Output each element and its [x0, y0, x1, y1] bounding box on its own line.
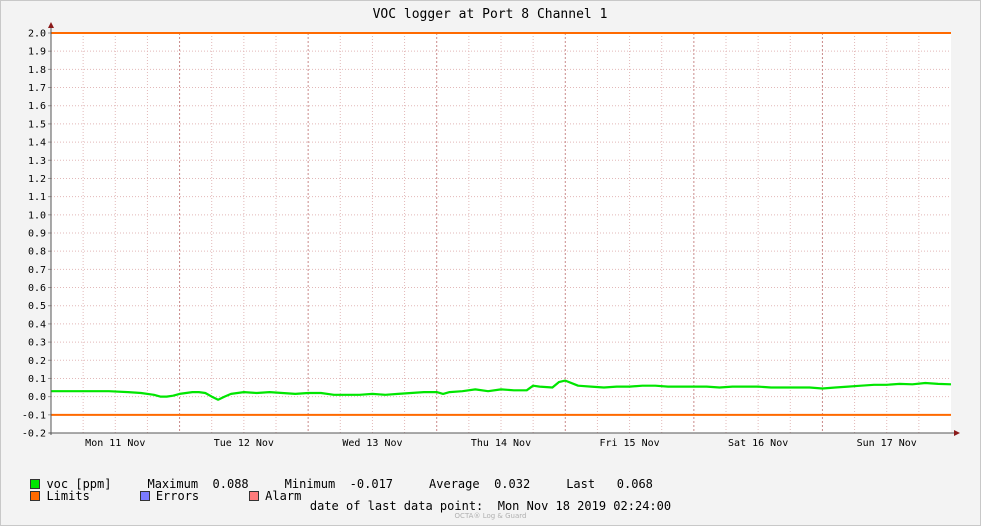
- legend-errors-label: Errors: [155, 489, 200, 503]
- alarm-swatch-icon: [249, 491, 260, 501]
- legend-max: Maximum 0.088: [147, 477, 248, 491]
- y-tick-label: 0.4: [28, 319, 46, 330]
- y-tick-label: 0.5: [28, 301, 46, 312]
- y-tick-label: 1.8: [28, 65, 46, 76]
- y-axis-arrow-icon: [48, 22, 54, 28]
- legend-min-label: Minimum: [284, 477, 336, 491]
- x-day-label: Tue 12 Nov: [214, 438, 274, 449]
- y-tick-label: 0.2: [28, 356, 46, 367]
- x-day-label: Wed 13 Nov: [342, 438, 402, 449]
- x-day-label: Sat 16 Nov: [728, 438, 788, 449]
- y-tick-label: 1.2: [28, 174, 46, 185]
- legend-alarm-label: Alarm: [265, 489, 302, 503]
- x-day-label: Thu 14 Nov: [471, 438, 531, 449]
- y-tick-label: 1.5: [28, 119, 46, 130]
- y-tick-label: 0.7: [28, 265, 46, 276]
- legend-limits-label: Limits: [46, 489, 90, 503]
- legend-row-status: Limits Errors Alarm: [16, 475, 317, 503]
- legend-max-label: Maximum: [147, 477, 199, 491]
- y-tick-label: 0.1: [28, 374, 46, 385]
- legend-last-label: Last: [566, 477, 596, 491]
- legend-min: Minimum -0.017: [285, 477, 393, 491]
- voc-swatch-icon: [30, 479, 41, 489]
- voc-chart: VOC logger at Port 8 Channel 1 -0.2 -0.1 0.…: [22, 7, 960, 449]
- y-tick-label: 1.0: [28, 210, 46, 221]
- y-tick-label: 0.9: [28, 229, 46, 240]
- legend-limits: Limits: [30, 489, 90, 503]
- y-tick-label: 1.1: [28, 192, 46, 203]
- errors-swatch-icon: [139, 491, 150, 501]
- y-tick-label: 1.9: [28, 47, 46, 58]
- legend-avg-value: 0.032: [494, 477, 531, 491]
- legend-voc-label: voc [ppm]: [46, 477, 112, 491]
- y-tick-label: 0.3: [28, 338, 46, 349]
- y-tick-label: -0.1: [22, 410, 46, 421]
- legend-errors: Errors: [139, 489, 200, 503]
- legend-min-value: -0.017: [349, 477, 394, 491]
- y-tick-label: 1.3: [28, 156, 46, 167]
- legend-last-value: 0.068: [616, 477, 653, 491]
- y-tick-label: 0.8: [28, 247, 46, 258]
- y-tick-label: 1.4: [28, 138, 46, 149]
- x-day-label: Sun 17 Nov: [857, 438, 917, 449]
- legend-max-value: 0.088: [212, 477, 249, 491]
- legend-alarm: Alarm: [249, 489, 301, 503]
- y-tick-label: 1.7: [28, 83, 46, 94]
- y-tick-label: 1.6: [28, 101, 46, 112]
- limits-swatch-icon: [30, 491, 41, 501]
- y-tick-label: -0.2: [22, 429, 46, 440]
- last-data-point: date of last data point: Mon Nov 18 2019…: [309, 499, 672, 513]
- x-day-label: Mon 11 Nov: [85, 438, 145, 449]
- series-line-voc: [51, 379, 952, 401]
- legend-last: Last 0.068: [566, 477, 653, 491]
- y-tick-label: 0.6: [28, 283, 46, 294]
- legend-avg-label: Average: [429, 477, 480, 491]
- x-axis-arrow-icon: [954, 430, 960, 436]
- y-tick-label: 0.0: [28, 392, 46, 403]
- legend-row-series: voc [ppm] Maximum 0.088 Minimum -0.017 Aver…: [16, 463, 669, 491]
- legend-voc: voc [ppm]: [30, 477, 111, 491]
- y-tick-label: 2.0: [28, 29, 46, 40]
- chart-title: VOC logger at Port 8 Channel 1: [373, 7, 608, 22]
- brand-watermark: OCTA® Log & Guard: [454, 512, 527, 520]
- legend-avg: Average 0.032: [429, 477, 530, 491]
- x-day-label: Fri 15 Nov: [599, 438, 659, 449]
